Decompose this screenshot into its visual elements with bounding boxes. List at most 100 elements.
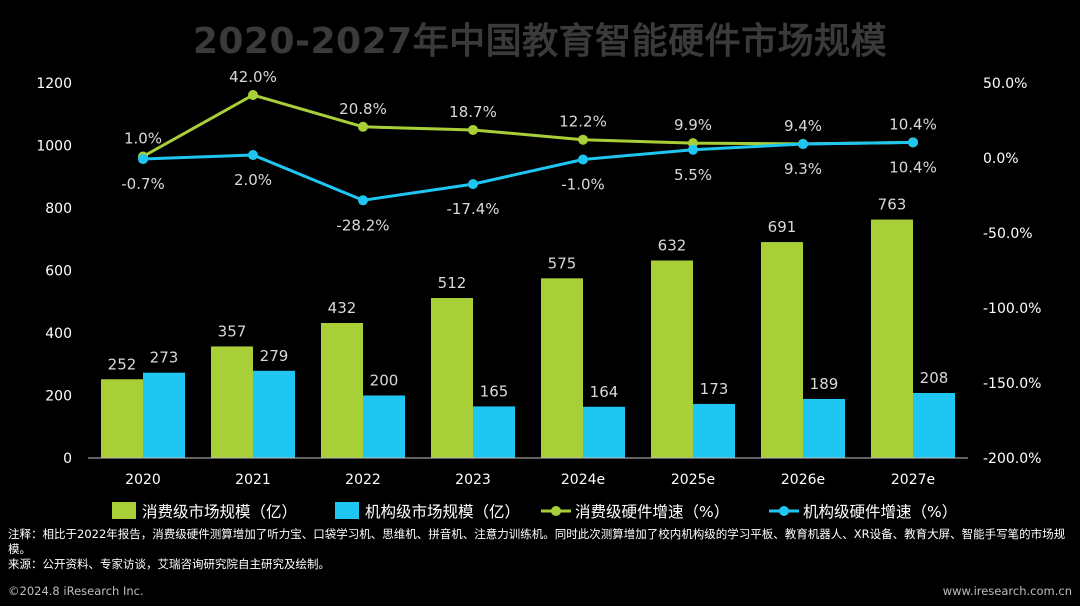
- x-axis-tick: 2023: [455, 472, 491, 488]
- bar: [473, 406, 515, 458]
- right-axis-tick: -150.0%: [983, 376, 1041, 392]
- line-label: 9.9%: [674, 116, 712, 134]
- left-axis-tick: 1000: [36, 139, 72, 155]
- bar-label: 575: [548, 254, 577, 272]
- bar-label: 691: [768, 218, 797, 236]
- lines-layer: [138, 90, 918, 206]
- series-line: [142, 140, 914, 202]
- chart-title: 2020-2027年中国教育智能硬件市场规模: [192, 21, 888, 62]
- x-axis-tick: 2026e: [781, 472, 825, 488]
- bar: [363, 395, 405, 458]
- bars-layer: [101, 219, 955, 458]
- bar: [761, 242, 803, 458]
- note-remark: 注释：相比于2022年报告，消费级硬件测算增加了听力宝、口袋学习机、思维机、拼音…: [8, 527, 1066, 556]
- line-label: 18.7%: [449, 103, 497, 121]
- right-axis-tick: -100.0%: [983, 301, 1041, 317]
- bar: [913, 393, 955, 458]
- line-point: [358, 121, 368, 132]
- bar-label: 432: [328, 299, 357, 317]
- right-axis-tick: 50.0%: [983, 76, 1027, 92]
- legend-label: 消费级市场规模（亿）: [142, 503, 297, 521]
- line-label: 42.0%: [229, 68, 277, 86]
- x-axis-tick: 2020: [125, 472, 161, 488]
- legend: 消费级市场规模（亿） 机构级市场规模（亿） 消费级硬件增速（%） 机构级硬件增速（%）: [112, 502, 957, 521]
- bar-label: 173: [700, 380, 729, 398]
- notes: 注释：相比于2022年报告，消费级硬件测算增加了听力宝、口袋学习机、思维机、拼音…: [8, 527, 1072, 572]
- line-point: [578, 134, 588, 145]
- bar: [693, 403, 735, 458]
- bar: [431, 298, 473, 458]
- left-axis: 0 200 400 600 800 1000 1200: [36, 76, 72, 467]
- line-point: [908, 137, 918, 148]
- bar: [541, 278, 583, 458]
- copyright: ©2024.8 iResearch Inc.: [8, 584, 144, 598]
- bar: [583, 406, 625, 458]
- bar-label: 208: [920, 369, 949, 387]
- left-axis-tick: 1200: [36, 76, 72, 92]
- chart-svg: 0 200 400 600 800 1000 1200 -200.0% -150.0% -100…: [36, 68, 1041, 521]
- left-axis-tick: 800: [45, 201, 72, 217]
- right-axis-tick: 0.0%: [983, 151, 1019, 167]
- right-axis-tick: -50.0%: [983, 226, 1033, 242]
- line-point: [468, 179, 478, 190]
- x-axis-tick: 2024e: [561, 472, 605, 488]
- bar: [321, 323, 363, 458]
- line-label: -0.7%: [121, 175, 165, 193]
- data-labels-layer: 252 357 432 512 575 632 691 763 273 279 200 165 164 1…: [108, 68, 949, 401]
- line-label: 20.8%: [339, 100, 387, 118]
- line-point: [578, 154, 588, 165]
- line-label: 1.0%: [124, 130, 162, 148]
- line-label: 5.5%: [674, 166, 712, 184]
- bar-label: 165: [480, 382, 509, 400]
- bar-label: 763: [878, 196, 907, 214]
- line-point: [688, 144, 698, 155]
- bar-label: 512: [438, 274, 467, 292]
- left-axis-tick: 400: [45, 326, 72, 342]
- x-axis: 2020 2021 2022 2023 2024e 2025e 2026e 2027e: [88, 457, 968, 488]
- line-point: [138, 154, 148, 165]
- line-label: -1.0%: [561, 176, 605, 194]
- legend-swatch-dot: [551, 506, 561, 516]
- bar: [651, 260, 693, 458]
- x-axis-tick: 2022: [345, 472, 381, 488]
- bar: [871, 219, 913, 458]
- bar-label: 273: [150, 349, 179, 367]
- line-point: [358, 195, 368, 206]
- website: www.iresearch.com.cn: [942, 584, 1072, 598]
- line-label: 10.4%: [889, 115, 937, 133]
- line-point: [248, 150, 258, 160]
- legend-swatch: [112, 502, 136, 519]
- bar-label: 164: [590, 383, 619, 401]
- x-axis-tick: 2025e: [671, 472, 715, 488]
- legend-label: 消费级硬件增速（%）: [575, 503, 729, 521]
- line-label: 12.2%: [559, 113, 607, 131]
- bar: [143, 372, 185, 458]
- bar: [101, 379, 143, 458]
- legend-swatch: [335, 502, 359, 519]
- legend-label: 机构级硬件增速（%）: [803, 503, 957, 521]
- line-label: -17.4%: [446, 200, 499, 218]
- line-point: [468, 124, 478, 135]
- bar-label: 189: [810, 375, 839, 393]
- bar-label: 200: [370, 372, 399, 390]
- line-label: 10.4%: [889, 158, 937, 176]
- line-point: [248, 90, 258, 100]
- line-label: 9.4%: [784, 117, 822, 135]
- right-axis: -200.0% -150.0% -100.0% -50.0% 0.0% 50.0%: [983, 76, 1041, 467]
- legend-swatch-dot: [779, 506, 789, 516]
- line-label: -28.2%: [336, 216, 389, 234]
- x-axis-tick: 2027e: [891, 472, 935, 488]
- line-point: [798, 139, 808, 150]
- left-axis-tick: 600: [45, 264, 72, 280]
- x-axis-tick: 2021: [235, 472, 271, 488]
- note-source: 来源：公开资料、专家访谈，艾瑞咨询研究院自主研究及绘制。: [8, 557, 330, 571]
- line-label: 9.3%: [784, 160, 822, 178]
- legend-label: 机构级市场规模（亿）: [365, 503, 520, 521]
- bar-label: 357: [218, 322, 247, 340]
- bar: [211, 346, 253, 458]
- bar: [253, 370, 295, 458]
- left-axis-tick: 0: [63, 451, 72, 467]
- bar-label: 279: [260, 347, 289, 365]
- left-axis-tick: 200: [45, 389, 72, 405]
- bar: [803, 398, 845, 458]
